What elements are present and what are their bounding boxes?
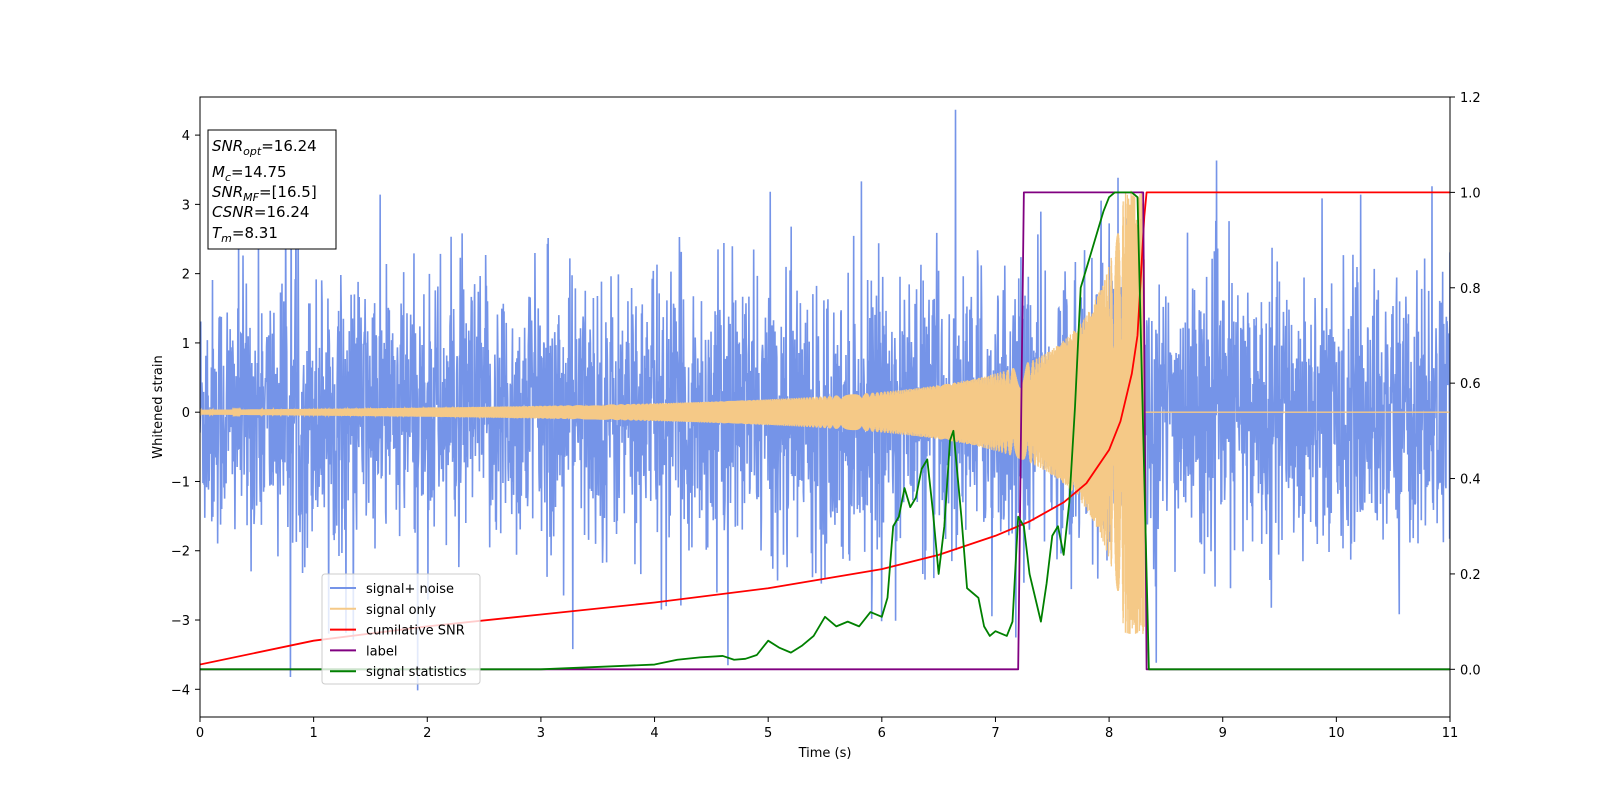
y-left-tick-label: 0 [182,406,190,421]
y-left-tick-label: 1 [182,337,190,352]
legend-item-signal-only: signal only [330,603,436,618]
y-left-tick-label: −4 [171,683,190,698]
legend-item-signal-noise: signal+ noise [330,582,454,597]
series-layer [200,109,1450,691]
x-tick-label: 9 [1219,726,1227,741]
x-axis-label: Time (s) [798,746,852,761]
x-tick-label: 3 [537,726,545,741]
y-left-tick-label: 3 [182,198,190,213]
legend-item-label: label [330,644,397,659]
x-tick-label: 2 [423,726,431,741]
x-axis: 0 1 2 3 4 5 6 7 8 9 10 11 [196,717,1458,741]
y-left-tick-label: 2 [182,268,190,283]
y-left-tick-label: −2 [171,545,190,560]
x-tick-label: 11 [1442,726,1459,741]
annotation-line: Mc=14.75 [212,163,287,184]
y-right-tick-label: 1.2 [1460,91,1481,106]
legend-label: signal only [366,603,436,618]
y-right-tick-label: 0.8 [1460,282,1481,297]
legend-item-cumilative-snr: cumilative SNR [330,624,465,639]
y-axis-right: 0.0 0.2 0.4 0.6 0.8 1.0 1.2 [1450,91,1481,678]
y-axis-label: Whitened strain [151,355,166,458]
y-right-tick-label: 0.0 [1460,663,1481,678]
x-tick-label: 8 [1105,726,1113,741]
plot-area [200,109,1450,691]
legend-item-signal-statistics: signal statistics [330,665,467,680]
legend-label: label [366,644,397,659]
annotation-box-frame [207,129,337,250]
legend-label: cumilative SNR [366,624,465,639]
x-tick-label: 1 [309,726,317,741]
y-right-tick-label: 0.2 [1460,568,1481,583]
y-left-tick-label: 4 [182,129,190,144]
series-signal-statistics-line [200,191,1450,671]
legend-label: signal statistics [366,665,467,680]
x-tick-label: 4 [650,726,658,741]
y-right-tick-label: 0.4 [1460,473,1481,488]
x-tick-label: 5 [764,726,772,741]
y-left-tick-label: −3 [171,614,190,629]
x-tick-label: 0 [196,726,204,741]
legend-frame [321,573,481,685]
x-tick-label: 7 [991,726,999,741]
y-right-tick-label: 1.0 [1460,186,1481,201]
legend-label: signal+ noise [366,582,454,597]
x-tick-label: 6 [878,726,886,741]
annotation-line: SNRMF=[16.5] [212,183,317,204]
annotation-line: Tm=8.31 [212,224,278,245]
annotation-line: CSNR=16.24 [212,203,309,221]
annotation-line: SNRopt=16.24 [212,137,317,158]
x-tick-label: 10 [1328,726,1345,741]
series-signal-only-line [200,190,1450,634]
plot-frame [199,96,1451,718]
y-left-tick-label: −1 [171,475,190,490]
annotation-box: SNRopt=16.24 Mc=14.75SNRMF=[16.5]CSNR=16.… [207,129,337,250]
legend: signal+ noise signal only cumilative SNR la… [321,573,481,685]
series-cumilative-snr-line [200,191,1450,666]
y-axis-left: −4 −3 −2 −1 0 1 2 3 4 [171,129,200,698]
y-right-tick-label: 0.6 [1460,377,1481,392]
